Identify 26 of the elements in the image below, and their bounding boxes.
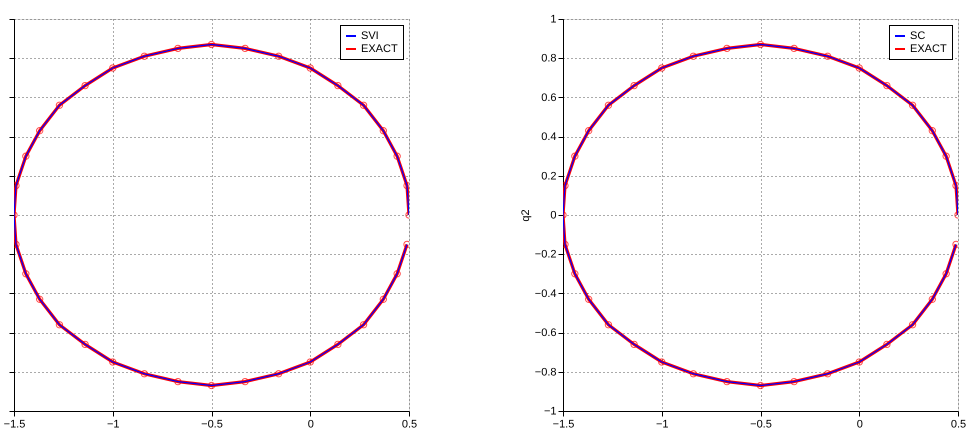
y-tick-label: −0.6 [534, 327, 556, 340]
x-tick-label: 0.5 [950, 418, 966, 430]
y-tick-label: −1 [544, 406, 556, 418]
y-axis-title: q2 [520, 209, 532, 222]
x-tick-label: −1.5 [4, 418, 26, 430]
x-tick-label: −0.5 [750, 418, 772, 430]
x-tick-label: 0 [308, 418, 314, 430]
legend-label: EXACT [361, 43, 398, 55]
y-tick-label: 0.4 [541, 131, 556, 144]
y-tick-label: 0 [550, 210, 556, 222]
x-tick-label: −1 [656, 418, 669, 430]
legend-label: SVI [361, 30, 379, 42]
legend-label: EXACT [910, 43, 947, 55]
x-tick-label: −0.5 [201, 418, 223, 430]
x-tick-label: 0 [856, 418, 863, 430]
x-tick-label: −1 [106, 418, 120, 430]
x-tick-label: 0.5 [402, 418, 418, 430]
legend-label: SC [910, 30, 926, 42]
y-tick-label: −0.2 [534, 248, 556, 261]
y-tick-label: 0.6 [541, 92, 556, 104]
x-tick-label: −1.5 [552, 418, 574, 430]
y-tick-label: −0.8 [534, 366, 556, 378]
y-tick-label: −0.4 [534, 288, 556, 300]
y-tick-label: 0.8 [541, 52, 556, 65]
y-tick-label: 0.2 [541, 170, 556, 182]
y-tick-label: 1 [550, 14, 556, 26]
